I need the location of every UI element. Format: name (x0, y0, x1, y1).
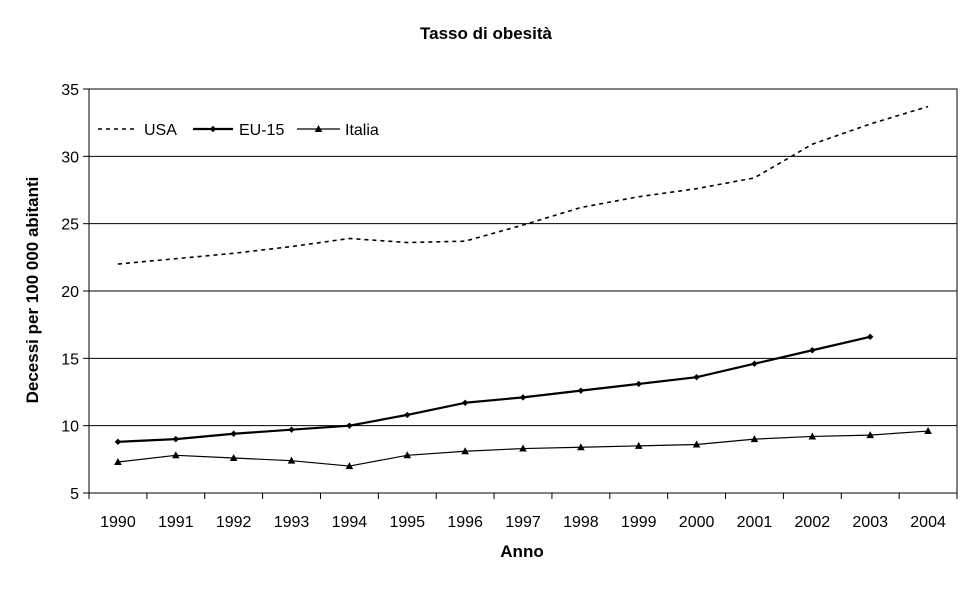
x-axis-ticks: 1990 1991 1992 1993 1994 1995 1996 1997 1998 1999… (88, 493, 958, 531)
legend-marker-eu-15 (209, 125, 217, 133)
x-tick-label: 1995 (389, 514, 425, 531)
x-tick-label: 1997 (505, 514, 541, 531)
data-point (519, 394, 527, 401)
series-line-usa (117, 105, 929, 265)
gridlines (89, 155, 957, 427)
data-point (345, 462, 354, 470)
data-point (750, 435, 759, 443)
data-point (172, 435, 179, 443)
series-usa (117, 105, 929, 265)
chart-title: Tasso di obesità (420, 24, 552, 43)
data-point (924, 427, 932, 435)
data-point (867, 333, 874, 340)
series-line-eu-15 (117, 335, 871, 443)
data-point (519, 444, 527, 452)
x-tick-label: 1998 (563, 514, 599, 531)
x-tick-label: 1990 (100, 514, 136, 531)
y-tick-label: 20 (61, 284, 79, 301)
data-point (404, 411, 411, 419)
data-point (287, 456, 296, 464)
x-tick-label: 1999 (621, 514, 657, 531)
x-tick-label: 1994 (332, 514, 368, 531)
y-tick-label: 35 (61, 82, 79, 99)
y-tick-label: 25 (61, 217, 79, 234)
data-point (403, 451, 412, 459)
data-point (346, 422, 353, 429)
series-eu-15 (114, 333, 874, 446)
data-point (577, 387, 585, 394)
data-point (635, 380, 642, 388)
data-point (809, 347, 816, 354)
data-point (866, 431, 874, 439)
series-layer (114, 105, 932, 470)
legend-label-eu-15: EU-15 (239, 122, 284, 139)
data-point (172, 451, 180, 459)
x-tick-label: 2003 (852, 514, 888, 531)
y-tick-label: 30 (61, 149, 79, 166)
y-tick-label: 10 (61, 419, 79, 436)
x-tick-label: 2004 (910, 514, 946, 531)
y-tick-label: 15 (61, 351, 79, 368)
data-point (114, 458, 122, 466)
y-axis-title: Decessi per 100 000 abitanti (23, 177, 42, 404)
legend: USA EU-15 Italia (98, 122, 379, 139)
data-point (692, 440, 701, 448)
x-tick-label: 1992 (216, 514, 252, 531)
data-point (751, 360, 758, 367)
x-tick-label: 2000 (679, 514, 715, 531)
x-tick-label: 1993 (274, 514, 310, 531)
legend-label-italia: Italia (345, 122, 379, 139)
data-point (230, 430, 237, 437)
data-point (229, 453, 238, 461)
x-tick-label: 1991 (158, 514, 194, 531)
y-tick-label: 5 (70, 486, 79, 503)
data-point (461, 447, 469, 455)
x-axis-title: Anno (500, 542, 543, 561)
x-tick-label: 2001 (737, 514, 773, 531)
x-tick-label: 1996 (447, 514, 483, 531)
y-axis-ticks: 5 10 15 20 25 30 35 (61, 82, 89, 503)
data-point (634, 441, 643, 449)
data-point (808, 432, 817, 440)
data-point (288, 426, 295, 433)
series-italia (114, 427, 932, 470)
data-point (693, 373, 700, 381)
data-point (114, 438, 122, 446)
data-point (461, 399, 469, 406)
x-tick-label: 2002 (795, 514, 831, 531)
data-point (577, 443, 585, 451)
legend-marker-italia (314, 125, 323, 132)
legend-label-usa: USA (144, 122, 177, 139)
